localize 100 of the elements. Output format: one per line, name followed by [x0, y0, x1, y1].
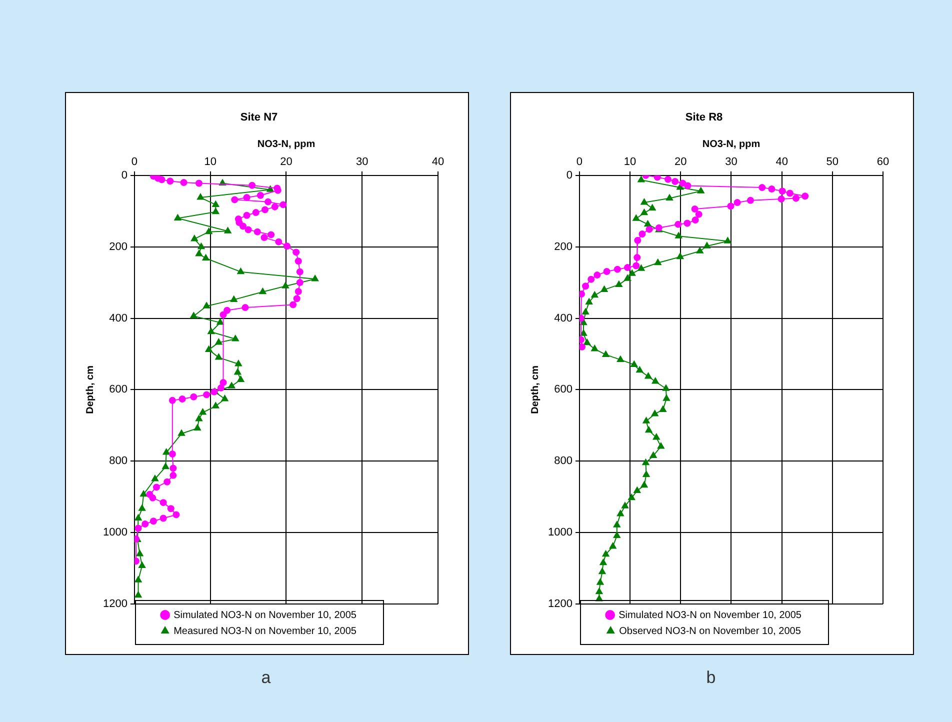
legend-label: Measured NO3-N on November 10, 2005	[174, 626, 357, 637]
point	[220, 394, 229, 402]
point	[283, 242, 290, 250]
point	[613, 520, 621, 528]
point	[616, 355, 624, 362]
y-tick-label: 200	[109, 240, 128, 253]
point	[217, 384, 224, 392]
y-tick-label: 1000	[548, 526, 572, 539]
point	[164, 478, 171, 486]
point	[198, 408, 207, 415]
point	[615, 280, 623, 287]
point	[652, 433, 660, 440]
point	[654, 258, 662, 266]
point	[228, 382, 236, 388]
point	[646, 226, 653, 233]
point	[674, 220, 682, 228]
point	[657, 442, 665, 449]
point	[583, 338, 591, 346]
point	[630, 360, 638, 367]
y-tick-label: 600	[109, 384, 128, 396]
y-axis-title: Depth, cm	[84, 365, 96, 414]
point	[190, 393, 198, 400]
y-tick-label: 1000	[102, 526, 128, 539]
point	[632, 262, 640, 270]
point	[160, 514, 167, 522]
point	[231, 334, 240, 342]
point	[651, 376, 660, 384]
point	[282, 282, 290, 288]
point	[168, 450, 176, 458]
y-tick-label: 800	[109, 455, 128, 468]
point	[676, 252, 684, 260]
x-tick-label: 40	[776, 156, 788, 168]
point	[150, 518, 157, 525]
x-tick-label: 0	[131, 156, 138, 168]
point	[134, 524, 142, 532]
point	[734, 199, 741, 206]
point	[194, 424, 202, 431]
y-tick-label: 0	[121, 169, 128, 182]
point	[207, 327, 216, 334]
y-tick-label: 1200	[548, 598, 572, 610]
point	[293, 295, 300, 302]
x-axis-title: NO3-N, ppm	[702, 138, 760, 150]
point	[588, 276, 595, 283]
point	[268, 231, 275, 238]
point	[149, 494, 156, 502]
x-tick-label: 30	[356, 156, 368, 168]
point	[243, 212, 250, 219]
point	[174, 214, 182, 221]
chart-title: Site N7	[240, 112, 278, 124]
point	[649, 451, 658, 458]
point	[684, 220, 691, 227]
point	[212, 200, 220, 207]
point	[195, 249, 203, 256]
point	[142, 520, 149, 528]
point	[178, 429, 186, 436]
point	[280, 201, 287, 208]
point	[167, 505, 174, 512]
point	[190, 312, 198, 318]
point	[290, 301, 297, 308]
point	[579, 343, 586, 350]
point	[664, 176, 672, 183]
point	[768, 185, 776, 192]
x-tick-label: 20	[280, 156, 292, 168]
y-tick-label: 0	[566, 169, 572, 182]
point	[196, 193, 204, 200]
text: a	[260, 668, 272, 688]
point	[236, 267, 245, 274]
point	[234, 368, 242, 375]
point	[261, 206, 268, 214]
point	[134, 514, 142, 521]
point	[602, 550, 610, 557]
y-axis-title: Depth, cm	[530, 365, 541, 414]
point	[214, 353, 223, 360]
point	[580, 329, 588, 336]
point	[180, 179, 188, 186]
point	[296, 268, 304, 276]
x-tick-label: 10	[204, 156, 216, 168]
point	[212, 402, 220, 408]
point	[632, 214, 640, 221]
point	[792, 194, 800, 202]
point	[599, 558, 608, 566]
point	[178, 395, 186, 402]
point	[727, 202, 734, 210]
point	[633, 486, 642, 494]
y-tick-label: 600	[554, 384, 572, 396]
point	[590, 344, 599, 352]
point	[640, 208, 648, 216]
y-tick-label: 400	[109, 312, 128, 324]
point	[674, 232, 683, 238]
point	[640, 480, 648, 488]
point	[624, 274, 632, 281]
point	[642, 470, 650, 477]
point	[197, 242, 206, 250]
point	[294, 258, 302, 265]
legend-label: Simulated NO3-N on November 10, 2005	[174, 610, 357, 621]
point	[136, 549, 144, 556]
point	[236, 375, 245, 382]
point	[202, 302, 210, 308]
point	[659, 405, 667, 412]
point	[231, 196, 238, 204]
